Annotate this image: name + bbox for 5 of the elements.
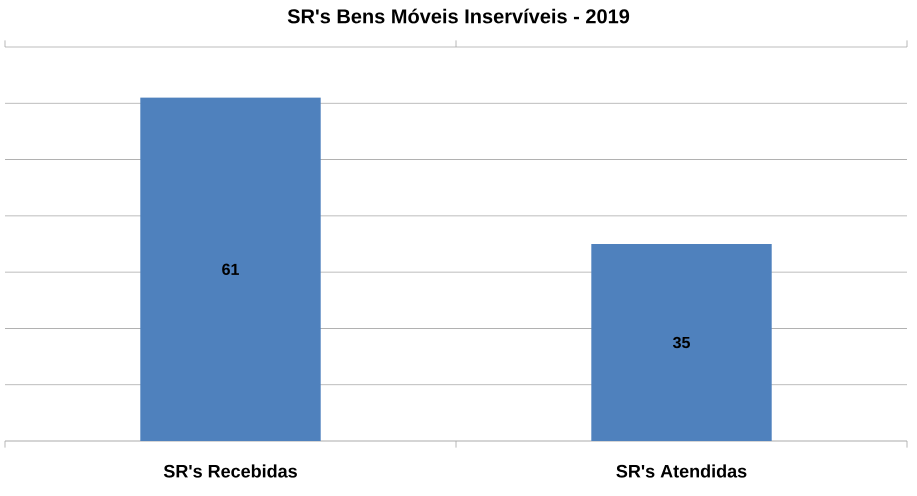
x-tick-label: SR's Recebidas bbox=[164, 464, 297, 478]
data-label: 61 bbox=[222, 264, 239, 275]
data-label: 35 bbox=[672, 336, 690, 348]
chart-title: SR's Bens Móveis Inservíveis - 2019 bbox=[288, 8, 630, 24]
x-tick-label: SR's Atendidas bbox=[616, 464, 746, 478]
